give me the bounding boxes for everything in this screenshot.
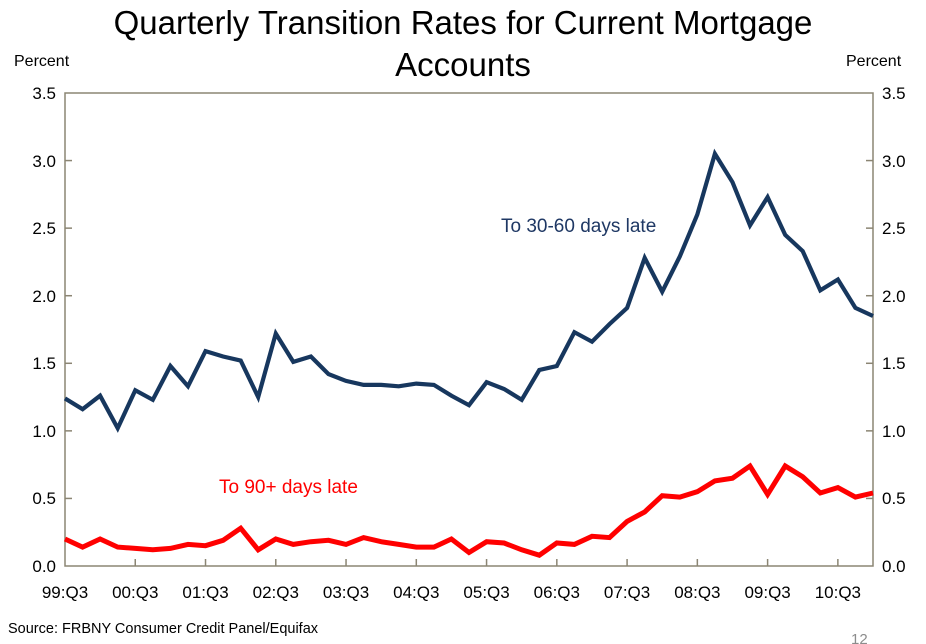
y-tick-label-right: 1.5 <box>882 354 906 374</box>
y-tick-label-left: 0.0 <box>32 557 56 576</box>
x-tick-label: 99:Q3 <box>41 583 89 602</box>
x-tick-label: 08:Q3 <box>674 583 721 602</box>
y-tick-label-right: 2.0 <box>882 286 906 306</box>
y-tick-label-left: 2.0 <box>32 286 56 306</box>
y-tick-label-left: 3.5 <box>32 84 56 103</box>
x-tick-label: 07:Q3 <box>603 583 651 602</box>
x-tick-label: 01:Q3 <box>182 583 229 602</box>
x-tick-label: 06:Q3 <box>533 583 580 602</box>
chart-title: Quarterly Transition Rates for Current M… <box>113 4 813 84</box>
x-tick-label: 02:Q3 <box>252 583 299 602</box>
y-tick-label-left: 2.5 <box>32 219 56 239</box>
plot-border <box>64 92 874 567</box>
series-line-0 <box>63 148 874 433</box>
x-tick-label: 09:Q3 <box>744 583 791 602</box>
y-axis-unit-label-left: Percent <box>14 53 70 70</box>
y-axis-unit-label-right: Percent <box>846 53 902 70</box>
y-tick-label-left: 0.5 <box>32 489 56 509</box>
series-label-30-60-days-late: To 30-60 days late <box>501 216 657 237</box>
y-tick-label-right: 3.0 <box>882 151 906 171</box>
x-tick-label: 05:Q3 <box>463 583 510 602</box>
y-tick-label-right: 0.5 <box>882 489 906 509</box>
y-tick-label-right: 2.5 <box>882 219 906 239</box>
x-tick-label: 04:Q3 <box>393 583 440 602</box>
x-tick-label: 00:Q3 <box>112 583 159 602</box>
y-tick-label-left: 1.0 <box>32 421 56 441</box>
page-number: 12 <box>851 631 868 644</box>
series-label-90-plus-days-late: To 90+ days late <box>219 477 358 498</box>
source-note: Source: FRBNY Consumer Credit Panel/Equi… <box>8 621 319 637</box>
y-tick-label-right: 3.5 <box>882 84 906 103</box>
series-line-1 <box>63 462 874 558</box>
y-tick-label-left: 1.5 <box>32 354 56 374</box>
x-tick-label: 10:Q3 <box>814 583 862 602</box>
y-tick-label-right: 0.0 <box>882 557 906 576</box>
x-tick-label: 03:Q3 <box>322 583 370 602</box>
y-tick-label-left: 3.0 <box>32 151 56 171</box>
y-tick-label-right: 1.0 <box>882 421 906 441</box>
